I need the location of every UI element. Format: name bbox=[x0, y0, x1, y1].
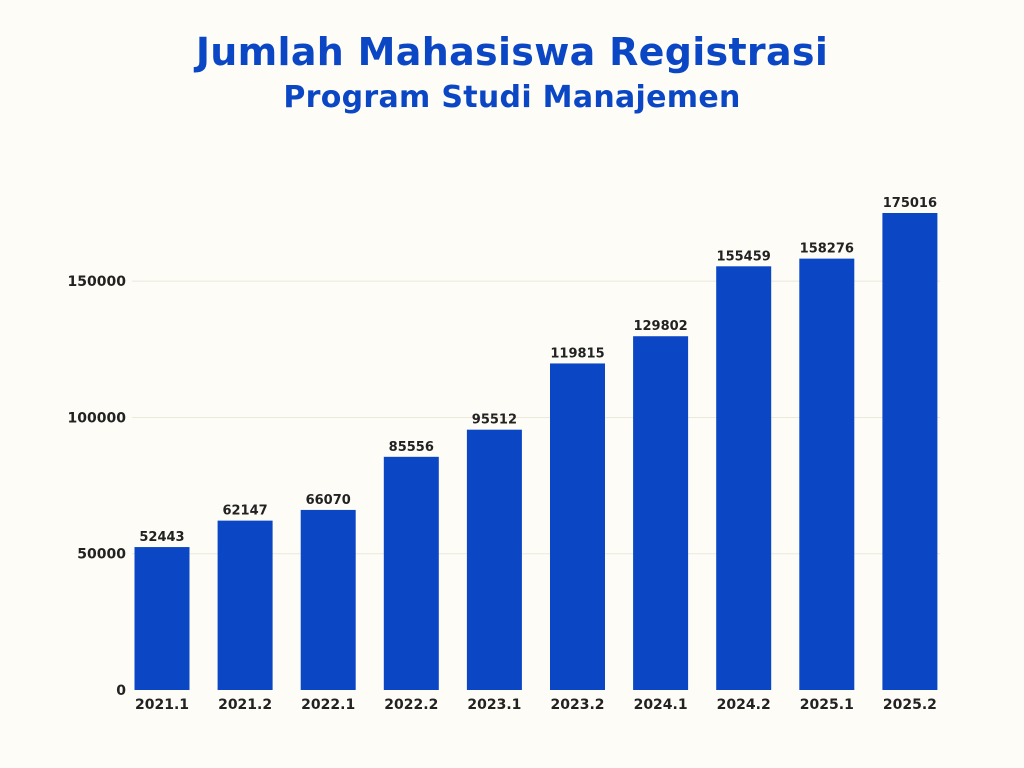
bar bbox=[633, 336, 689, 690]
data-label: 95512 bbox=[472, 413, 517, 428]
data-label: 119815 bbox=[550, 346, 604, 361]
data-label: 66070 bbox=[306, 493, 351, 508]
y-tick-label: 150000 bbox=[68, 274, 127, 290]
bar bbox=[217, 520, 273, 690]
chart-subtitle: Program Studi Manajemen bbox=[283, 80, 741, 115]
x-tick-label: 2022.2 bbox=[384, 697, 438, 713]
data-label: 175016 bbox=[883, 196, 937, 211]
bar bbox=[550, 363, 605, 690]
x-tick-label: 2025.2 bbox=[883, 697, 937, 713]
x-tick-label: 2024.1 bbox=[634, 697, 688, 713]
bar bbox=[882, 213, 938, 690]
y-tick-label: 100000 bbox=[68, 410, 127, 426]
bar bbox=[134, 547, 190, 690]
bar bbox=[466, 429, 522, 690]
x-tick-label: 2025.1 bbox=[800, 697, 854, 713]
x-tick-label: 2024.2 bbox=[717, 697, 771, 713]
data-label: 129802 bbox=[633, 319, 687, 334]
x-tick-label: 2022.1 bbox=[301, 697, 355, 713]
x-tick-label: 2021.2 bbox=[218, 697, 272, 713]
y-tick-label: 0 bbox=[116, 683, 126, 699]
x-tick-label: 2021.1 bbox=[135, 697, 189, 713]
x-tick-label: 2023.2 bbox=[550, 697, 604, 713]
y-tick-label: 50000 bbox=[77, 547, 126, 563]
data-label: 85556 bbox=[389, 440, 434, 455]
x-tick-label: 2023.1 bbox=[467, 697, 521, 713]
bar bbox=[383, 456, 439, 690]
data-label: 158276 bbox=[800, 242, 854, 257]
data-label: 62147 bbox=[222, 504, 267, 519]
data-label: 155459 bbox=[717, 249, 771, 264]
bar bbox=[300, 509, 356, 690]
bar bbox=[799, 258, 855, 690]
bar bbox=[716, 266, 772, 690]
data-label: 52443 bbox=[139, 530, 184, 545]
chart-title: Jumlah Mahasiswa Registrasi bbox=[195, 30, 829, 74]
